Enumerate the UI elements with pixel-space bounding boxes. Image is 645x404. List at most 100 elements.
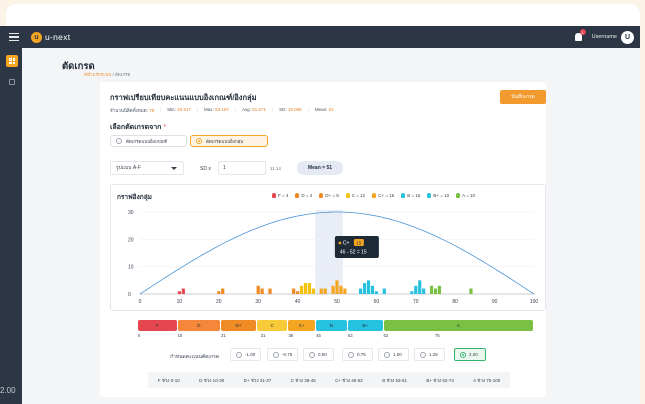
legend-item: C = 12 (345, 193, 365, 198)
breadcrumb: หน้าแรกระบบ / ตัดเกรด (84, 72, 131, 77)
chart-bar (217, 291, 221, 294)
mode-group-option[interactable]: ตัดเกรดแบบอิงกลุ่ม (190, 135, 268, 147)
legend-item: D = 4 (295, 193, 312, 198)
x-tick-label: 90 (492, 299, 498, 305)
sd-option[interactable]: -0.75 (267, 348, 298, 361)
x-tick-label: 40 (295, 299, 301, 305)
sd-option[interactable]: 1.00 (378, 348, 409, 361)
sd-options-title: กำหนดคะแนนตัดเกรด (170, 354, 220, 360)
sd-option-label: 1.00 (393, 352, 402, 357)
chart-bar (268, 288, 272, 294)
grade-band[interactable]: C+ (288, 320, 316, 331)
chart-bar (382, 288, 386, 294)
grade-band[interactable]: B+ (347, 320, 383, 331)
radio-checked-icon (460, 351, 466, 358)
person-icon (372, 193, 377, 198)
card-title: กราฟเปรียบเทียบคะแนนแบบอิงเกณฑ์/อิงกลุ่ม (110, 93, 257, 102)
avatar[interactable]: U (621, 30, 634, 44)
save-grade-button[interactable]: บันทึกเกรด (500, 90, 546, 104)
legend-item: A = 10 (456, 193, 475, 198)
sd-option-label: 1.25 (429, 352, 438, 357)
x-tick-label: 70 (413, 299, 419, 305)
sd-option-label: -1.00 (245, 352, 256, 357)
sd-option[interactable]: -1.00 (230, 348, 261, 361)
legend-label: A = 10 (462, 193, 475, 198)
stat-count: จำนวนนิสิตทั้งหมด: 78 (110, 108, 155, 113)
tooltip-grade: C+ (343, 241, 350, 247)
y-tick-label: 10 (128, 265, 134, 271)
sd-value: 11.14 (270, 166, 281, 171)
sidebar (0, 48, 22, 404)
chart-bar (343, 288, 347, 294)
radio-icon (420, 351, 426, 358)
brand-logo[interactable]: u u-next (31, 31, 70, 43)
y-tick-label: 30 (128, 210, 134, 216)
person-icon (456, 193, 461, 198)
chart-bar (181, 288, 185, 294)
sd-option-label: -0.75 (282, 352, 293, 357)
band-tick-label: 45 (316, 333, 321, 338)
browser-strip (6, 4, 640, 26)
sd-label: SD x (200, 166, 211, 172)
grade-band-bar: F D D+ C C+ B B+ A (138, 320, 534, 331)
radio-icon (384, 351, 390, 358)
mean-badge: Mean = 51 (297, 161, 343, 175)
grid-icon (9, 58, 15, 64)
tooltip-dot-icon (338, 241, 342, 245)
grade-range-item: B+ ช่วง 62-74 (426, 377, 454, 383)
top-navbar: u u-next 1 Username U (0, 26, 640, 48)
band-tick-label: 0 (138, 333, 141, 338)
legend-item: C+ = 15 (372, 193, 394, 198)
grade-band[interactable]: B (316, 320, 347, 331)
chart-bar (221, 288, 225, 294)
sd-option[interactable]: 0.50 (303, 348, 334, 361)
breadcrumb-current: ตัดเกรด (114, 72, 131, 77)
sd-option[interactable]: 2.00 (454, 348, 486, 361)
distribution-chart: 0 10 20 30 0 10 20 30 40 50 60 70 80 90 100 C+ 15 46 - 52… (128, 210, 538, 305)
grade-ranges: F ช่วง 0-10 D ช่วง 10-30 D+ ช่วง 31-37 C ช่… (148, 372, 510, 388)
chart-bar (292, 288, 296, 294)
chart-bar (319, 288, 323, 294)
chart-bar (414, 285, 418, 294)
grade-band[interactable]: D (177, 320, 221, 331)
grade-band[interactable]: C (256, 320, 288, 331)
sd-option[interactable]: 1.25 (414, 348, 445, 361)
person-icon (345, 193, 350, 198)
grade-band[interactable]: D+ (221, 320, 256, 331)
mode-title: เลือกตัดเกรดจาก * (110, 124, 167, 131)
sidebar-item-courses[interactable] (6, 76, 18, 88)
bell-icon[interactable]: 1 (574, 29, 586, 41)
username-label: Username (591, 34, 617, 40)
mode-criterion-option[interactable]: ตัดเกรดแบบอิงเกณฑ์ (110, 135, 187, 147)
x-tick-label: 50 (334, 299, 340, 305)
grade-range-item: D ช่วง 10-30 (199, 377, 225, 383)
chart-bar (374, 291, 378, 294)
stat-max: Max: 93.167 (204, 107, 229, 112)
radio-icon (273, 351, 279, 358)
chart-bar (256, 285, 260, 294)
grade-range-item: B ช่วง 53-61 (382, 377, 408, 383)
x-tick-label: 0 (139, 299, 142, 305)
chart-bar (299, 285, 304, 294)
tooltip-badge (353, 239, 364, 246)
sd-option[interactable]: 0.75 (342, 348, 373, 361)
breadcrumb-home[interactable]: หน้าแรกระบบ (84, 72, 112, 77)
chart-bar (469, 288, 473, 294)
chart-bar (335, 280, 339, 294)
stat-avg: Avg: 61.671 (242, 107, 266, 112)
radio-icon (236, 351, 242, 358)
legend-item: B = 15 (401, 193, 420, 198)
grade-band[interactable]: F (138, 320, 177, 331)
grade-band[interactable]: A (383, 320, 533, 331)
y-tick-label: 20 (128, 237, 134, 243)
chart-bar (410, 291, 414, 294)
chart-bar (433, 288, 438, 294)
sidebar-item-dashboard[interactable] (6, 55, 18, 67)
legend-label: D+ = 8 (325, 193, 339, 198)
sd-input[interactable]: 1 (218, 161, 266, 175)
menu-icon[interactable] (9, 33, 19, 41)
x-tick-label: 30 (255, 299, 261, 305)
format-select[interactable]: รูปแบบ A-F (110, 161, 184, 175)
sd-option-label: 2.00 (469, 352, 478, 357)
chart-title: กราฟอิงกลุ่ม (117, 194, 152, 201)
